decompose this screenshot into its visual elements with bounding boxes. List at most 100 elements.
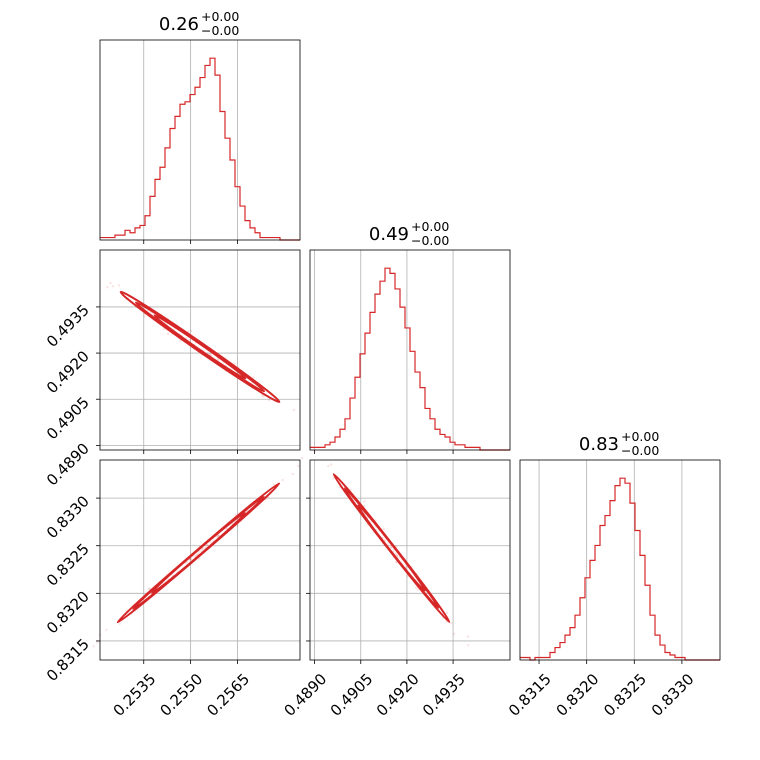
sample-point: [189, 558, 192, 561]
y-tick-label-2-3: 0.8330: [43, 492, 93, 542]
sample-point: [215, 535, 218, 538]
sample-point: [452, 632, 456, 636]
sample-point: [236, 524, 239, 527]
sample-point: [225, 527, 228, 530]
contour-level-2: [150, 511, 246, 594]
sample-point: [92, 645, 95, 648]
sample-point: [417, 588, 420, 591]
y-tick-label-1-1: 0.4905: [43, 393, 93, 443]
y-tick-label-1-2: 0.4920: [43, 347, 93, 397]
sample-point: [118, 284, 121, 287]
sample-point: [268, 399, 271, 402]
contour-level-2: [153, 314, 247, 380]
sample-point: [217, 534, 220, 537]
sample-point: [382, 527, 385, 530]
sample-point: [332, 477, 335, 480]
hist-panel-0: [100, 40, 300, 240]
sample-point: [189, 329, 193, 333]
sample-point: [188, 339, 191, 342]
sample-point: [395, 554, 399, 557]
sample-point: [189, 557, 193, 561]
y-tick-label-2-0: 0.8315: [43, 635, 93, 685]
x-tick-label-2-2: 0.8325: [600, 670, 650, 720]
sample-point: [96, 641, 99, 644]
sample-point: [467, 644, 470, 647]
sample-point: [281, 478, 284, 482]
sample-point: [233, 362, 236, 365]
sample-point: [329, 463, 333, 466]
x-tick-label-2-3: 0.8330: [648, 670, 698, 720]
title-lower-error-1: −0.00: [411, 233, 449, 248]
sample-point: [390, 546, 393, 549]
sample-point: [363, 504, 366, 508]
contour-level-0: [119, 290, 281, 403]
sample-point: [292, 408, 296, 412]
sample-point: [206, 544, 210, 547]
title-lower-error-0: −0.00: [201, 23, 239, 38]
histogram-2: [520, 477, 720, 661]
sample-point: [111, 285, 115, 288]
sample-point: [386, 543, 390, 546]
y-tick-label-1-3: 0.4935: [43, 301, 93, 351]
sample-point: [349, 488, 352, 491]
sample-point: [383, 539, 387, 542]
hist-panel-2: [520, 460, 720, 660]
pair-panel-2: [310, 460, 510, 660]
title-lower-error-2: −0.00: [621, 443, 659, 458]
pair-frame-0: [99, 249, 301, 451]
y-tick-label-2-1: 0.8320: [43, 587, 93, 637]
sample-point: [217, 358, 220, 361]
density-contours-2: [332, 473, 451, 623]
pair-frame-2: [309, 459, 511, 661]
sample-point: [217, 534, 220, 538]
sample-point: [148, 587, 151, 590]
sample-point: [396, 555, 399, 558]
sample-point: [445, 611, 448, 615]
title-value-0: 0.26: [159, 14, 199, 35]
sample-point: [363, 500, 366, 503]
density-contours-0: [119, 290, 281, 403]
x-tick-label-0-1: 0.2550: [157, 670, 207, 720]
histogram-0: [100, 57, 300, 241]
title-upper-error-1: +0.00: [411, 219, 449, 234]
sample-point: [260, 394, 264, 397]
title-value-2: 0.83: [579, 434, 619, 455]
sample-point: [197, 551, 200, 554]
title-value-1: 0.49: [369, 224, 409, 245]
sample-point: [405, 565, 408, 569]
sample-point: [297, 464, 300, 468]
pair-frame-1: [99, 459, 301, 661]
title-upper-error-2: +0.00: [621, 429, 659, 444]
sample-point: [209, 541, 212, 544]
sample-point: [197, 557, 201, 560]
x-tick-label-1-0: 0.4890: [281, 670, 331, 720]
sample-point: [143, 315, 146, 318]
histogram-1: [310, 267, 510, 451]
sample-point: [201, 547, 204, 550]
sample-point: [166, 332, 170, 336]
sample-point: [162, 327, 166, 331]
contour-level-2: [357, 504, 426, 592]
sample-point: [118, 622, 121, 625]
sample-point: [291, 472, 294, 476]
sample-point: [395, 561, 398, 564]
sample-point: [209, 353, 212, 356]
sample-point: [193, 554, 197, 557]
sample-point: [301, 456, 304, 460]
sample-point: [185, 560, 189, 564]
sample-point: [105, 628, 108, 631]
sample-point: [252, 376, 255, 379]
sample-point: [196, 552, 199, 556]
x-tick-label-1-3: 0.4935: [419, 670, 469, 720]
title-upper-error-0: +0.00: [201, 9, 239, 24]
hist-frame-1: [309, 249, 511, 451]
density-contours-1: [116, 482, 281, 624]
sample-point: [466, 635, 469, 638]
sample-point: [109, 281, 112, 285]
hist-frame-0: [99, 39, 301, 241]
sample-point: [262, 395, 265, 398]
sample-point: [147, 587, 151, 590]
sample-point: [217, 534, 220, 538]
hist-frame-2: [519, 459, 721, 661]
